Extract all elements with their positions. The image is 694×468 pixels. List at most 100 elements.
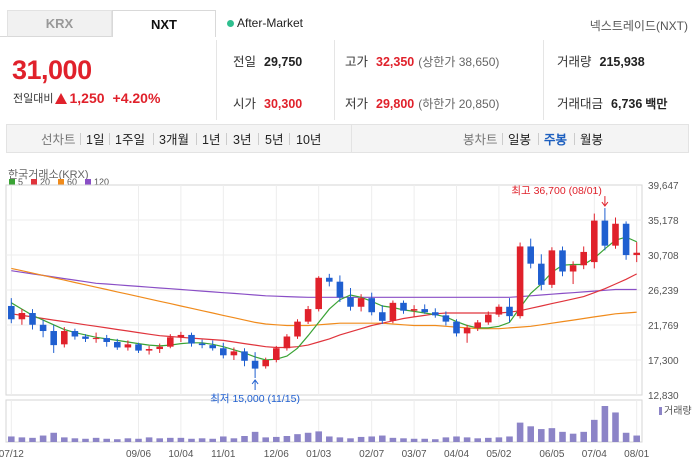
x-tick-label: 12/06	[264, 449, 289, 460]
period-1d-button[interactable]: 1일	[86, 133, 105, 147]
volume-bar	[347, 438, 354, 442]
exchange-label: 한국거래소(KRX)	[8, 169, 89, 181]
line-chart-label: 선차트	[41, 133, 76, 147]
candle-body	[389, 302, 397, 321]
stat-value: 29,800	[376, 97, 415, 111]
volume-bar	[220, 436, 227, 442]
candle-monthly-button[interactable]: 월봉	[580, 133, 604, 147]
candle-body	[347, 297, 354, 307]
volume-bar	[453, 436, 460, 442]
stat-label: 고가	[345, 55, 369, 69]
candle-body	[304, 309, 312, 322]
x-tick-label: 04/04	[444, 449, 469, 460]
tab-nxt[interactable]: NXT	[112, 10, 216, 37]
stat-extra: (상한가 38,650)	[418, 55, 500, 69]
volume-bar	[135, 438, 142, 442]
candle-body	[50, 331, 57, 346]
x-tick-label: 07/12	[0, 449, 24, 460]
candle-body	[591, 220, 598, 263]
status-dot-icon	[227, 19, 234, 27]
divider	[351, 125, 352, 152]
period-5y-button[interactable]: 5년	[265, 133, 284, 147]
legend-ma120: 120	[85, 177, 109, 187]
period-1w-button[interactable]: 1주일	[115, 133, 145, 147]
x-tick-label: 11/01	[211, 449, 236, 460]
stat-label: 전일	[233, 55, 257, 69]
volume-bar	[241, 436, 248, 442]
stat-volume: 거래량 215,938	[557, 51, 645, 70]
min-annotation: 최저 15,000 (11/15)	[210, 393, 300, 405]
x-tick-label: 06/05	[539, 449, 564, 460]
ma120-line	[11, 270, 637, 298]
volume-bar	[485, 437, 492, 442]
candle-weekly-button[interactable]: 주봉	[544, 133, 568, 147]
divider	[226, 133, 227, 145]
candle-body	[251, 360, 259, 369]
volume-bar	[357, 436, 365, 442]
candle-body	[124, 344, 132, 348]
ma20-line	[11, 273, 637, 349]
x-tick-label: 02/07	[359, 449, 384, 460]
x-tick-label: 09/06	[126, 449, 151, 460]
market-status: After-Market	[227, 16, 303, 30]
candle-body	[495, 306, 503, 315]
stat-extra: (하한가 20,850)	[418, 97, 500, 111]
legend-swatch	[58, 179, 65, 185]
candle-body	[421, 309, 428, 313]
candle-body	[368, 298, 375, 313]
candle-body	[357, 298, 365, 307]
ma5-line	[10, 236, 637, 361]
candle-body	[315, 277, 322, 310]
divider	[216, 40, 217, 120]
candle-body	[559, 250, 566, 272]
tab-krx[interactable]: KRX	[7, 10, 112, 37]
candle-body	[283, 336, 291, 349]
volume-bar	[612, 412, 619, 442]
stat-prev-close: 전일 29,750	[233, 51, 302, 70]
candle-body	[273, 348, 280, 360]
candle-body	[135, 344, 142, 351]
candle-body	[145, 349, 153, 351]
divider	[258, 133, 259, 145]
stat-high: 고가 32,350 (상한가 38,650)	[345, 51, 499, 70]
stat-unit: 백만	[645, 97, 668, 111]
candle-body	[82, 336, 89, 339]
divider	[153, 133, 154, 145]
change-percent: +4.20%	[112, 90, 161, 106]
candle-daily-button[interactable]: 일봉	[508, 133, 532, 147]
period-3m-button[interactable]: 3개월	[159, 133, 189, 147]
candle-body	[230, 351, 238, 356]
candle-body	[18, 313, 26, 320]
period-3y-button[interactable]: 3년	[233, 133, 252, 147]
candle-body	[71, 331, 79, 337]
min-arrow-icon	[251, 379, 259, 385]
volume-bar	[18, 437, 26, 442]
legend-ma5: 5	[9, 177, 23, 187]
volume-bar	[410, 438, 418, 442]
ma60-line	[11, 267, 637, 330]
volume-bar	[124, 438, 132, 442]
candle-body	[485, 314, 492, 323]
volume-bar	[495, 437, 503, 442]
stat-label: 저가	[345, 97, 369, 111]
candle-body	[580, 251, 587, 266]
y-tick-label: 30,708	[648, 251, 679, 262]
volume-label: 거래량	[664, 405, 692, 417]
market-status-label: After-Market	[237, 16, 304, 30]
volume-bar	[506, 436, 513, 442]
volume-bar	[580, 431, 587, 442]
candle-body	[442, 315, 450, 322]
chart-toolbar: 선차트 1일 1주일 3개월 1년 3년 5년 10년 봉차트 일봉 주봉 월봉	[6, 124, 689, 153]
period-10y-button[interactable]: 10년	[296, 133, 322, 147]
volume-bar	[188, 438, 195, 442]
volume-bar	[103, 438, 110, 442]
volume-bar	[368, 436, 375, 442]
candle-body	[103, 338, 110, 342]
candle-body	[241, 351, 248, 361]
legend-swatch	[31, 179, 38, 185]
candle-body	[177, 334, 185, 338]
candle-body	[29, 313, 36, 325]
volume-bar	[273, 436, 280, 442]
period-1y-button[interactable]: 1년	[202, 133, 221, 147]
